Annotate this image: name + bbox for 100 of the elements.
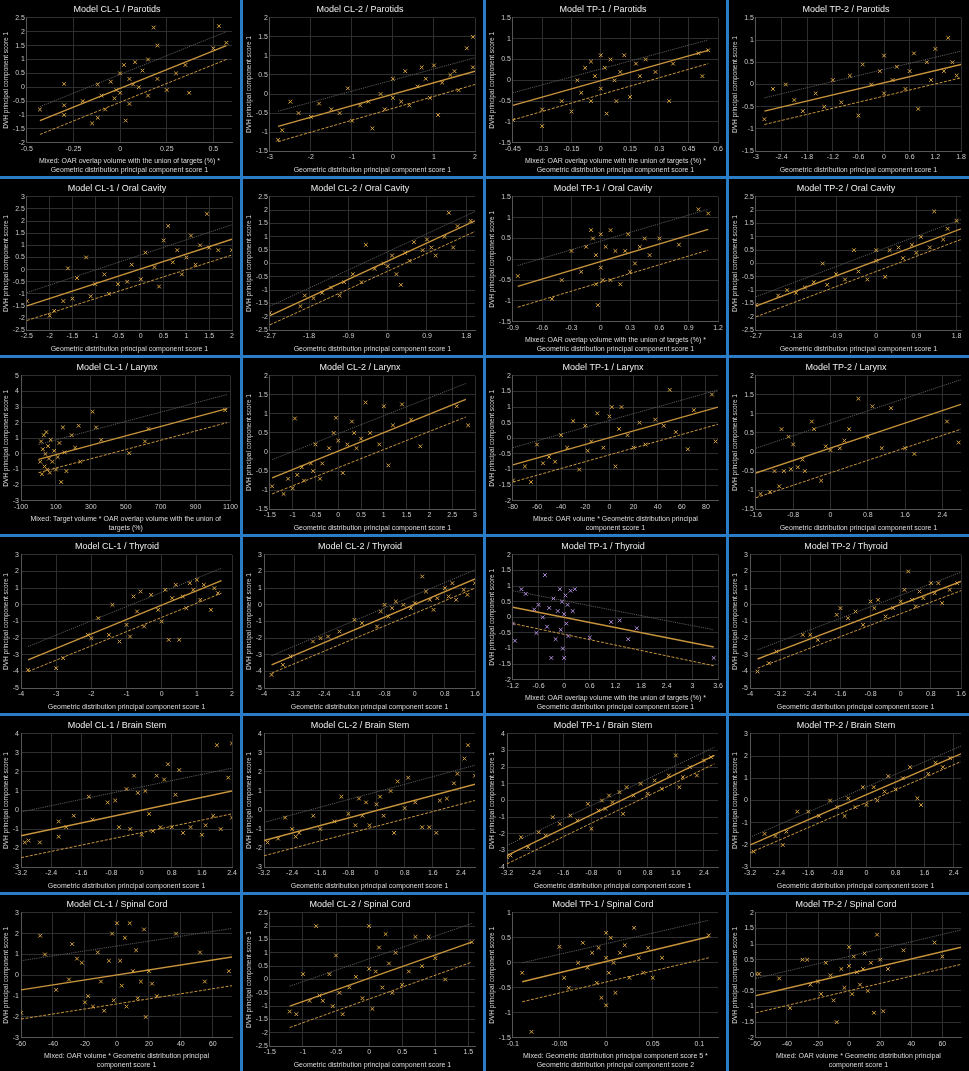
point xyxy=(604,111,609,116)
point xyxy=(539,123,545,129)
point xyxy=(512,621,516,626)
point xyxy=(138,276,144,282)
point xyxy=(222,407,228,413)
point xyxy=(311,295,316,301)
point xyxy=(870,403,875,409)
point xyxy=(134,609,140,614)
point xyxy=(156,284,162,289)
point xyxy=(173,792,178,798)
point xyxy=(93,425,99,430)
point xyxy=(590,236,596,241)
point xyxy=(905,569,911,574)
point xyxy=(667,387,673,393)
point xyxy=(659,955,665,961)
point xyxy=(834,804,840,810)
point xyxy=(865,988,871,994)
point xyxy=(890,605,896,611)
point xyxy=(140,68,145,73)
point xyxy=(42,952,48,957)
point xyxy=(419,963,425,969)
point xyxy=(127,826,133,832)
point xyxy=(289,826,295,832)
point xyxy=(512,478,516,483)
point xyxy=(188,233,194,238)
point xyxy=(791,97,797,103)
point xyxy=(105,800,111,805)
point xyxy=(820,261,826,266)
point xyxy=(25,667,31,673)
point xyxy=(433,830,439,836)
point xyxy=(287,1009,293,1014)
point xyxy=(549,296,555,302)
point xyxy=(310,468,316,474)
point xyxy=(882,789,887,794)
point xyxy=(880,1008,886,1014)
point xyxy=(282,815,288,820)
point xyxy=(122,935,128,941)
point xyxy=(600,277,606,283)
point xyxy=(673,753,679,758)
point xyxy=(529,1029,534,1035)
point xyxy=(159,619,165,624)
point xyxy=(357,103,363,108)
point xyxy=(275,137,281,143)
point xyxy=(534,630,539,636)
point xyxy=(89,121,95,126)
point xyxy=(427,597,433,603)
point xyxy=(165,761,171,767)
point xyxy=(109,931,115,936)
point xyxy=(802,468,808,474)
point xyxy=(101,1008,107,1014)
point xyxy=(56,834,62,840)
point xyxy=(292,416,298,421)
point xyxy=(290,485,295,491)
point xyxy=(395,779,400,784)
point xyxy=(43,429,49,435)
point xyxy=(413,934,418,940)
point xyxy=(928,580,934,586)
point xyxy=(927,245,933,250)
point xyxy=(638,781,643,787)
point xyxy=(918,234,924,240)
chart-title: Model CL-2 / Brain Stem xyxy=(310,719,410,730)
point xyxy=(837,445,843,451)
point xyxy=(155,43,160,48)
point xyxy=(300,971,306,977)
point xyxy=(594,410,600,416)
point xyxy=(341,279,347,285)
point xyxy=(381,261,386,266)
point xyxy=(116,824,122,830)
point xyxy=(37,933,43,939)
point xyxy=(548,655,554,661)
point xyxy=(180,830,186,836)
point xyxy=(123,118,129,123)
point xyxy=(90,409,95,415)
point xyxy=(563,593,568,598)
point xyxy=(408,417,414,422)
point xyxy=(599,798,605,803)
point xyxy=(432,955,438,961)
point xyxy=(469,939,475,945)
point xyxy=(399,402,405,407)
point xyxy=(676,242,682,248)
point xyxy=(620,811,626,817)
point xyxy=(193,262,198,268)
point xyxy=(98,979,104,984)
point xyxy=(868,599,873,604)
point xyxy=(439,80,445,85)
point xyxy=(519,586,524,592)
point xyxy=(310,639,316,644)
point xyxy=(166,637,172,643)
point xyxy=(868,960,874,966)
point xyxy=(694,773,700,778)
point xyxy=(74,956,80,961)
point xyxy=(596,945,601,951)
point xyxy=(437,798,443,803)
point xyxy=(525,844,531,850)
point xyxy=(38,439,44,444)
point xyxy=(592,73,598,79)
point xyxy=(551,596,556,601)
point xyxy=(598,231,604,237)
point xyxy=(800,457,805,462)
point xyxy=(823,960,829,966)
